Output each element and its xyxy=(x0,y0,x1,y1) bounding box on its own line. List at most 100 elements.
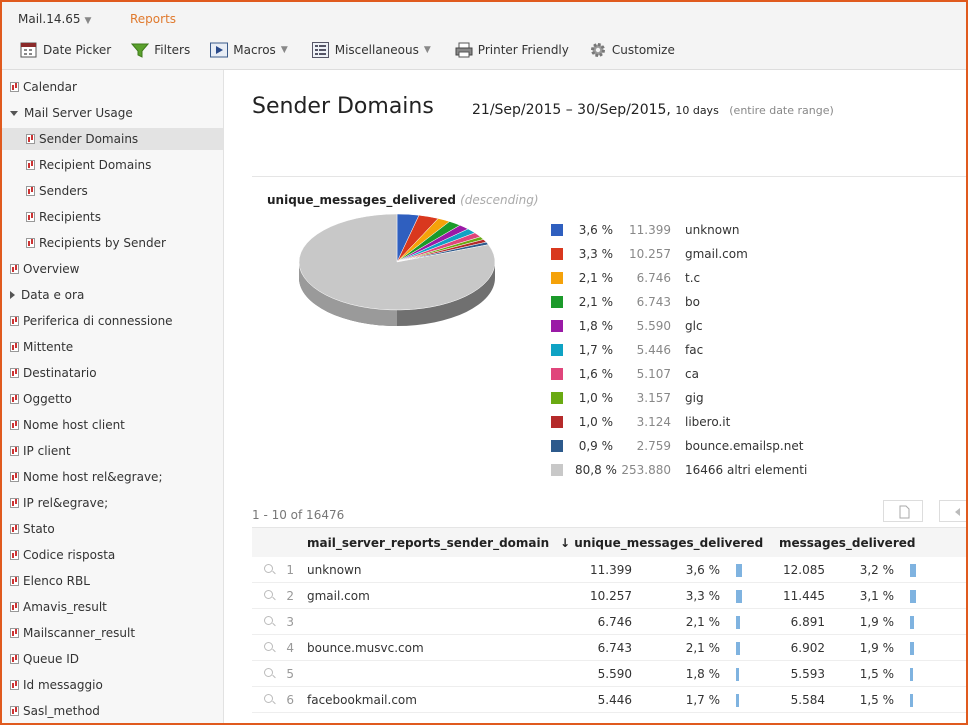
row-number: 3 xyxy=(286,615,294,629)
legend-entry[interactable]: 3,3 % 10.257 gmail.com xyxy=(551,244,851,264)
sidebar-item[interactable]: IP rel&egrave; xyxy=(10,492,108,514)
magnifier-icon[interactable] xyxy=(264,564,273,573)
sidebar-item[interactable]: Mittente xyxy=(10,336,73,358)
printer-friendly-button[interactable]: Printer Friendly xyxy=(455,40,569,60)
sidebar-item[interactable]: Stato xyxy=(10,518,55,540)
sidebar-item[interactable]: Sender Domains xyxy=(2,128,223,150)
magnifier-icon[interactable] xyxy=(264,590,273,599)
table-row[interactable]: 4 bounce.musvc.com 6.743 2,1 % 6.902 1,9 % xyxy=(252,635,966,661)
legend-percent: 0,9 % xyxy=(578,439,613,453)
sidebar-item[interactable]: Overview xyxy=(10,258,80,280)
legend-swatch xyxy=(551,464,563,476)
sender-domain[interactable]: bounce.musvc.com xyxy=(307,641,424,655)
legend-label: ca xyxy=(685,367,699,381)
sidebar-item[interactable]: Periferica di connessione xyxy=(10,310,173,332)
legend-entry[interactable]: 1,8 % 5.590 glc xyxy=(551,316,851,336)
sidebar-item[interactable]: Data e ora xyxy=(10,284,84,306)
column-header-unique-messages[interactable]: ↓ unique_messages_delivered xyxy=(560,536,764,550)
sidebar-item[interactable]: Elenco RBL xyxy=(10,570,90,592)
magnifier-icon[interactable] xyxy=(264,668,273,677)
unique-messages-percent: 1,8 % xyxy=(685,667,720,681)
legend-entry[interactable]: 1,0 % 3.124 libero.it xyxy=(551,412,851,432)
sidebar-item-label: Overview xyxy=(23,262,80,276)
sidebar-item[interactable]: Amavis_result xyxy=(10,596,107,618)
column-header-domain[interactable]: mail_server_reports_sender_domain xyxy=(307,536,550,550)
gear-icon xyxy=(589,42,607,58)
unique-messages-value: 10.257 xyxy=(590,589,632,603)
legend-entry[interactable]: 3,6 % 11.399 unknown xyxy=(551,220,851,240)
sender-domain[interactable]: facebookmail.com xyxy=(307,693,417,707)
column-header-messages[interactable]: messages_delivered xyxy=(779,536,916,550)
messages-percent: 1,5 % xyxy=(859,693,894,707)
prev-page-button[interactable] xyxy=(939,500,966,522)
sidebar-item[interactable]: Sasl_method xyxy=(10,700,100,722)
sidebar-item[interactable]: Destinatario xyxy=(10,362,97,384)
date-picker-button[interactable]: Date Picker xyxy=(20,40,111,60)
export-button[interactable] xyxy=(883,500,923,522)
table-row[interactable]: 6 facebookmail.com 5.446 1,7 % 5.584 1,5 % xyxy=(252,687,966,713)
sidebar-item-label: Recipients by Sender xyxy=(39,236,166,250)
report-icon xyxy=(26,212,35,222)
pie-slice[interactable] xyxy=(298,213,496,311)
legend-value: 5.107 xyxy=(636,367,671,381)
sidebar-item[interactable]: Recipients by Sender xyxy=(26,232,166,254)
sender-domain[interactable]: gmail.com xyxy=(307,589,370,603)
legend-swatch xyxy=(551,440,563,452)
report-icon xyxy=(10,420,19,430)
sidebar-item[interactable]: Codice risposta xyxy=(10,544,115,566)
sidebar-item-label: Oggetto xyxy=(23,392,72,406)
legend-entry[interactable]: 1,0 % 3.157 gig xyxy=(551,388,851,408)
sidebar-item[interactable]: Id messaggio xyxy=(10,674,103,696)
magnifier-icon[interactable] xyxy=(264,616,273,625)
report-icon xyxy=(26,238,35,248)
messages-bar xyxy=(910,616,914,629)
legend-label: bounce.emailsp.net xyxy=(685,439,804,453)
sidebar-item[interactable]: IP client xyxy=(10,440,71,462)
magnifier-icon[interactable] xyxy=(264,642,273,651)
legend-entry[interactable]: 2,1 % 6.746 t.c xyxy=(551,268,851,288)
report-icon xyxy=(10,654,19,664)
sidebar-item[interactable]: Senders xyxy=(26,180,88,202)
sidebar-item[interactable]: Nome host client xyxy=(10,414,125,436)
pager-info: 1 - 10 of 16476 xyxy=(252,508,345,522)
unique-messages-percent: 3,3 % xyxy=(685,589,720,603)
reports-tab[interactable]: Reports xyxy=(130,12,177,26)
divider xyxy=(252,176,966,177)
legend-value: 3.157 xyxy=(636,391,671,405)
sidebar-item[interactable]: Mailscanner_result xyxy=(10,622,135,644)
sidebar-item-label: Elenco RBL xyxy=(23,574,90,588)
sidebar-item[interactable]: Nome host rel&egrave; xyxy=(10,466,162,488)
sidebar-item[interactable]: Mail Server Usage xyxy=(10,102,133,124)
legend-entry[interactable]: 1,6 % 5.107 ca xyxy=(551,364,851,384)
customize-button[interactable]: Customize xyxy=(589,40,675,60)
sidebar-item[interactable]: Recipient Domains xyxy=(26,154,151,176)
magnifier-icon[interactable] xyxy=(264,694,273,703)
app-name-menu[interactable]: Mail.14.65 ▼ xyxy=(18,12,91,26)
table-row[interactable]: 1 unknown 11.399 3,6 % 12.085 3,2 % xyxy=(252,557,966,583)
sidebar-item-label: Id messaggio xyxy=(23,678,103,692)
sidebar-item[interactable]: Oggetto xyxy=(10,388,72,410)
legend-entry[interactable]: 0,9 % 2.759 bounce.emailsp.net xyxy=(551,436,851,456)
legend-label: libero.it xyxy=(685,415,731,429)
sidebar-item-label: Recipients xyxy=(39,210,102,224)
table-row[interactable]: 2 gmail.com 10.257 3,3 % 11.445 3,1 % xyxy=(252,583,966,609)
filters-button[interactable]: Filters xyxy=(131,40,190,60)
messages-value: 6.891 xyxy=(790,615,825,629)
sender-domain[interactable]: unknown xyxy=(307,563,362,577)
table-row[interactable]: 3 6.746 2,1 % 6.891 1,9 % xyxy=(252,609,966,635)
sidebar-item[interactable]: Queue ID xyxy=(10,648,79,670)
miscellaneous-button[interactable]: Miscellaneous ▼ xyxy=(311,40,431,60)
unique-messages-bar xyxy=(736,694,739,707)
legend-entry[interactable]: 80,8 % 253.880 16466 altri elementi xyxy=(551,460,851,480)
unique-messages-value: 6.743 xyxy=(597,641,632,655)
legend-percent: 2,1 % xyxy=(578,295,613,309)
messages-bar xyxy=(910,668,913,681)
table-row[interactable]: 5 5.590 1,8 % 5.593 1,5 % xyxy=(252,661,966,687)
chevron-left-icon xyxy=(955,508,960,516)
sidebar-item[interactable]: Calendar xyxy=(10,76,77,98)
macros-button[interactable]: Macros ▼ xyxy=(210,40,288,60)
legend-entry[interactable]: 2,1 % 6.743 bo xyxy=(551,292,851,312)
sidebar-item[interactable]: Recipients xyxy=(26,206,101,228)
legend-entry[interactable]: 1,7 % 5.446 fac xyxy=(551,340,851,360)
